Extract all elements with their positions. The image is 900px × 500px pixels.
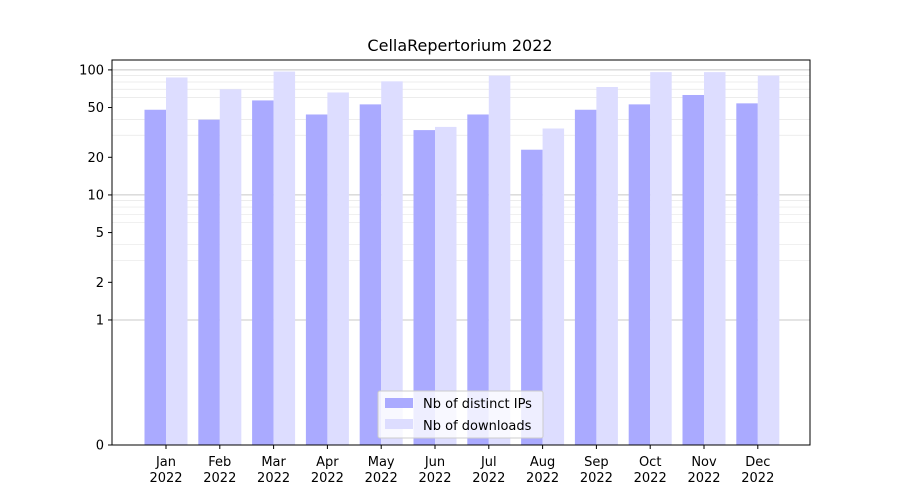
y-axis: 0 1 2 5 10 20 50 100 <box>79 63 112 454</box>
x-tick-label-year: 2022 <box>472 471 505 486</box>
x-tick-label-month: Dec <box>745 455 770 470</box>
bar-downloads-aug <box>542 128 565 445</box>
bar-distinct-ips-jul <box>467 114 489 445</box>
chart-title: CellaRepertorium 2022 <box>367 36 552 55</box>
x-tick-label-year: 2022 <box>741 471 774 486</box>
bar-downloads-oct <box>650 72 672 445</box>
bar-distinct-ips-jun <box>413 130 435 445</box>
plot-frame <box>111 59 811 446</box>
bar-distinct-ips-aug <box>521 149 543 446</box>
bars-layer <box>144 71 780 446</box>
x-tick-label-year: 2022 <box>203 471 236 486</box>
x-tick-label-month: May <box>368 455 395 470</box>
y-tick-label: 5 <box>96 226 104 241</box>
bar-distinct-ips-may <box>359 104 382 445</box>
legend: Nb of distinct IPs Nb of downloads <box>377 390 544 439</box>
x-axis: Jan2022Feb2022Mar2022Apr2022May2022Jun20… <box>149 445 774 486</box>
y-tick-label: 10 <box>87 188 104 203</box>
bar-distinct-ips-sep <box>574 109 597 445</box>
y-tick-label: 50 <box>87 101 104 116</box>
legend-frame <box>377 390 544 439</box>
x-tick-label-year: 2022 <box>634 471 667 486</box>
bar-distinct-ips-feb <box>198 119 220 446</box>
y-tick-label: 0 <box>96 439 104 454</box>
x-tick-label-year: 2022 <box>418 471 451 486</box>
legend-swatch-distinct-ips <box>385 398 413 408</box>
bar-downloads-jun <box>435 126 457 446</box>
y-tick-label: 20 <box>87 151 104 166</box>
y-tick-label: 100 <box>79 63 104 78</box>
x-tick-label-month: Jan <box>155 455 176 470</box>
legend-label-downloads: Nb of downloads <box>423 419 532 434</box>
x-tick-label-year: 2022 <box>365 471 398 486</box>
bar-downloads-jul <box>488 75 511 446</box>
bar-distinct-ips-oct <box>628 104 651 445</box>
x-tick-label-year: 2022 <box>257 471 290 486</box>
x-tick-label-month: Jun <box>424 455 445 470</box>
bar-downloads-may <box>381 81 403 445</box>
bar-downloads-dec <box>757 75 780 446</box>
x-tick-label-month: Feb <box>208 455 231 470</box>
legend-label-distinct-ips: Nb of distinct IPs <box>423 397 532 412</box>
bar-downloads-nov <box>704 72 726 445</box>
y-tick-label: 1 <box>96 313 104 328</box>
bar-downloads-feb <box>219 89 242 445</box>
bar-distinct-ips-mar <box>252 100 274 445</box>
bar-distinct-ips-jan <box>144 109 166 445</box>
bar-distinct-ips-nov <box>682 94 704 446</box>
x-tick-label-month: Jul <box>480 455 497 470</box>
x-tick-label-month: Sep <box>584 455 609 470</box>
y-tick-label: 2 <box>96 276 104 291</box>
bar-downloads-jan <box>166 77 188 445</box>
x-tick-label-month: Oct <box>639 455 661 470</box>
bar-distinct-ips-apr <box>305 114 328 445</box>
x-tick-label-month: Aug <box>530 455 555 470</box>
bar-distinct-ips-dec <box>736 103 758 446</box>
bar-downloads-mar <box>273 71 296 445</box>
x-tick-label-year: 2022 <box>526 471 559 486</box>
x-tick-label-year: 2022 <box>311 471 344 486</box>
bar-downloads-sep <box>596 86 618 445</box>
legend-swatch-downloads <box>385 419 413 429</box>
x-tick-label-month: Apr <box>316 455 339 470</box>
x-tick-label-year: 2022 <box>687 471 720 486</box>
bar-downloads-apr <box>327 92 349 446</box>
x-tick-label-year: 2022 <box>149 471 182 486</box>
x-tick-label-year: 2022 <box>580 471 613 486</box>
x-tick-label-month: Mar <box>261 455 286 470</box>
x-tick-label-month: Nov <box>691 455 717 470</box>
